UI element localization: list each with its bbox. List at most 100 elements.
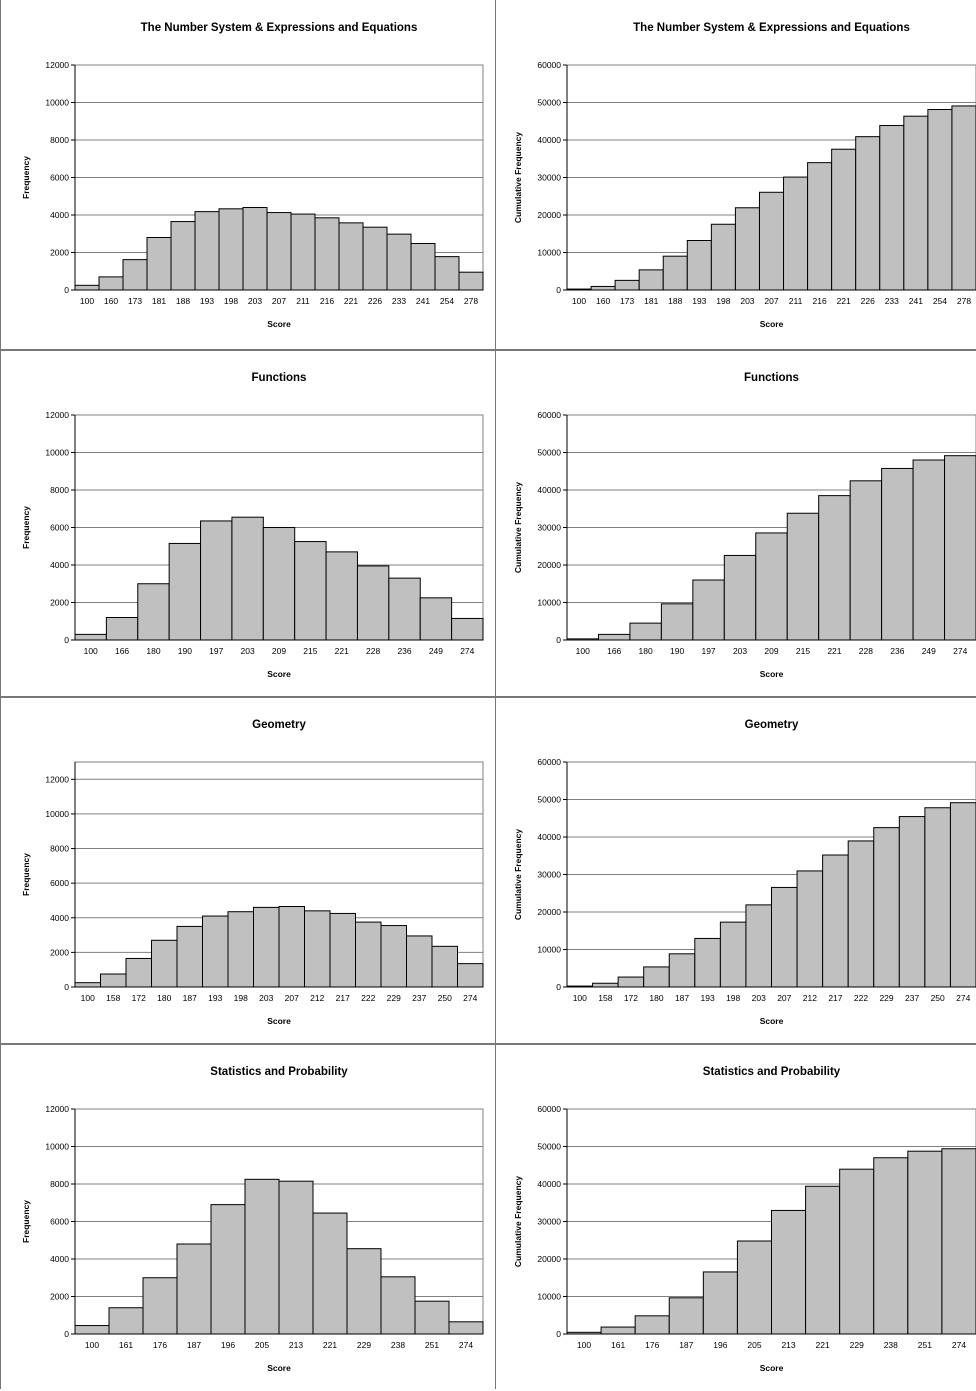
x-tick-label: 158 (106, 993, 120, 1003)
x-tick-label: 217 (336, 993, 350, 1003)
y-tick-label: 8000 (50, 1179, 69, 1189)
x-tick-label: 212 (310, 993, 324, 1003)
x-tick-label: 197 (209, 646, 223, 656)
x-tick-label: 198 (716, 296, 730, 306)
bar (734, 207, 760, 291)
y-tick-label: 10000 (537, 945, 561, 955)
bar (692, 579, 725, 641)
x-tick-label: 176 (153, 1340, 167, 1350)
y-tick-label: 30000 (537, 523, 561, 533)
bar (879, 124, 905, 291)
x-tick-label: 229 (357, 1340, 371, 1350)
bar (325, 551, 358, 641)
chart-svg: The Number System & Expressions and Equa… (513, 22, 976, 329)
chart-title: Geometry (252, 719, 306, 731)
y-tick-label: 10000 (45, 809, 69, 819)
x-tick-label: 205 (255, 1340, 269, 1350)
y-tick-label: 8000 (50, 844, 69, 854)
bar (448, 1321, 484, 1335)
x-tick-label: 274 (956, 993, 970, 1003)
x-tick-label: 176 (645, 1340, 659, 1350)
x-tick-label: 226 (368, 296, 382, 306)
x-tick-label: 216 (320, 296, 334, 306)
bar (242, 207, 268, 291)
bar (873, 1157, 909, 1335)
x-tick-label: 254 (933, 296, 947, 306)
row-divider (0, 349, 976, 351)
bar (98, 276, 124, 291)
x-tick-label: 203 (733, 646, 747, 656)
y-tick-label: 60000 (537, 757, 561, 767)
y-tick-label: 10000 (537, 1292, 561, 1302)
bar (386, 233, 412, 291)
y-tick-label: 0 (556, 635, 561, 645)
bar (176, 1243, 212, 1335)
x-tick-label: 173 (128, 296, 142, 306)
x-tick-label: 187 (675, 993, 689, 1003)
bar (668, 953, 696, 988)
chart-panel: Statistics and Probability 0 2000 4000 6000 8… (0, 1044, 496, 1391)
x-tick-label: 213 (289, 1340, 303, 1350)
x-tick-label: 100 (577, 1340, 591, 1350)
bar (210, 1204, 246, 1335)
x-tick-label: 207 (777, 993, 791, 1003)
y-axis-label: Cumulative Frequency (513, 482, 523, 573)
x-tick-label: 187 (679, 1340, 693, 1350)
chart-svg: Statistics and Probability 0 10000 20000 300… (513, 1066, 976, 1373)
x-tick-label: 100 (84, 646, 98, 656)
bar (617, 976, 645, 988)
bar (74, 982, 101, 988)
x-axis-label: Score (267, 319, 291, 329)
x-tick-label: 216 (813, 296, 827, 306)
x-tick-label: 187 (187, 1340, 201, 1350)
chart-title: The Number System & Expressions and Equa… (141, 22, 418, 34)
x-tick-label: 222 (361, 993, 375, 1003)
column-divider (495, 0, 496, 1389)
x-axis-label: Score (267, 1363, 291, 1373)
bar (202, 915, 229, 988)
x-tick-label: 207 (764, 296, 778, 306)
bar (74, 284, 100, 291)
x-tick-label: 203 (752, 993, 766, 1003)
bar (771, 886, 798, 988)
x-tick-label: 228 (366, 646, 380, 656)
y-tick-label: 10000 (537, 598, 561, 608)
y-tick-label: 20000 (537, 1254, 561, 1264)
x-tick-label: 274 (459, 1340, 473, 1350)
bar (290, 213, 316, 291)
y-tick-label: 2000 (50, 598, 69, 608)
x-tick-label: 236 (397, 646, 411, 656)
y-tick-label: 30000 (537, 1217, 561, 1227)
y-tick-label: 50000 (537, 1142, 561, 1152)
row-divider (0, 696, 976, 698)
y-axis-label: Frequency (21, 506, 31, 549)
bar (176, 925, 203, 988)
x-tick-label: 188 (176, 296, 190, 306)
bar (451, 617, 484, 641)
bar (227, 911, 254, 988)
bar (431, 945, 458, 988)
x-tick-label: 181 (644, 296, 658, 306)
bar (771, 1209, 807, 1335)
y-tick-label: 6000 (50, 173, 69, 183)
x-tick-label: 166 (607, 646, 621, 656)
bar (142, 1277, 178, 1335)
y-tick-label: 6000 (50, 1217, 69, 1227)
x-tick-label: 250 (931, 993, 945, 1003)
bar (758, 191, 785, 291)
bar (629, 622, 662, 641)
y-tick-label: 40000 (537, 1179, 561, 1189)
x-tick-label: 212 (803, 993, 817, 1003)
x-tick-label: 215 (303, 646, 317, 656)
bar (338, 222, 364, 291)
y-tick-label: 50000 (537, 448, 561, 458)
x-tick-label: 172 (132, 993, 146, 1003)
y-tick-label: 40000 (537, 832, 561, 842)
y-tick-label: 6000 (50, 878, 69, 888)
x-tick-label: 236 (890, 646, 904, 656)
y-axis-label: Cumulative Frequency (513, 829, 523, 920)
bar (807, 162, 833, 291)
x-tick-label: 198 (726, 993, 740, 1003)
bar (951, 105, 976, 291)
x-tick-label: 229 (850, 1340, 864, 1350)
